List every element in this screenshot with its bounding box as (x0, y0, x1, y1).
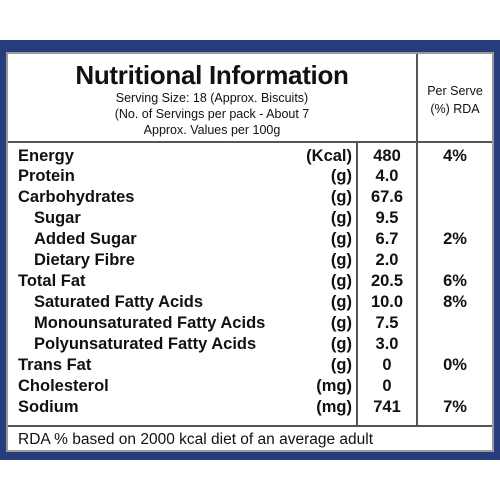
nutrient-value: 0 (382, 377, 392, 395)
nutrient-unit: (g) (330, 314, 352, 332)
nutrient-name: Dietary Fibre (34, 251, 135, 269)
nutrient-name: Trans Fat (18, 356, 92, 374)
rda-header: Per Serve (%) RDA (418, 82, 492, 118)
nutrient-unit: (g) (330, 167, 352, 185)
nutrient-name: Saturated Fatty Acids (34, 293, 204, 311)
nutrient-value: 20.5 (370, 272, 404, 290)
nutrient-rda: 7% (443, 398, 467, 416)
nutrient-row: Protein (g) 4.0 (8, 166, 492, 187)
nutrient-value: 0 (382, 356, 392, 374)
nutrition-panel: Nutritional Information Serving Size: 18… (6, 52, 494, 452)
serving-size: Serving Size: 18 (Approx. Biscuits) (115, 91, 309, 105)
nutrient-unit: (g) (330, 251, 352, 269)
nutrient-unit: (g) (330, 209, 352, 227)
nutrient-unit: (g) (330, 293, 352, 311)
servings-per-pack: (No. of Servings per pack - About 7 (114, 107, 310, 121)
nutrient-value: 9.5 (375, 209, 399, 227)
nutrient-value: 67.6 (370, 188, 404, 206)
nutrient-rda: 6% (443, 272, 467, 290)
nutrient-unit: (mg) (316, 377, 352, 395)
rda-column-divider (416, 143, 418, 425)
nutrient-row: Cholesterol (mg) 0 (8, 376, 492, 397)
nutrient-name: Protein (18, 167, 75, 185)
nutrient-row: Dietary Fibre (g) 2.0 (8, 250, 492, 271)
nutrient-name: Monounsaturated Fatty Acids (34, 314, 266, 332)
nutrient-row: Saturated Fatty Acids (g) 10.0 8% (8, 292, 492, 313)
nutrient-table: Energy (Kcal) 480 4% Protein (g) 4.0 Carbohydra… (8, 143, 492, 425)
rda-footnote: RDA % based on 2000 kcal diet of an aver… (8, 425, 492, 450)
nutrition-title: Nutritional Information (75, 60, 349, 90)
nutrient-row: Carbohydrates (g) 67.6 (8, 187, 492, 208)
nutrient-value: 741 (373, 398, 401, 416)
nutrient-rda: 2% (443, 230, 467, 248)
nutrient-value: 10.0 (370, 293, 404, 311)
nutrient-name: Carbohydrates (18, 188, 135, 206)
nutrient-rda: 8% (443, 293, 467, 311)
nutrient-unit: (g) (330, 335, 352, 353)
value-column-divider (356, 143, 358, 425)
nutrient-unit: (mg) (316, 398, 352, 416)
nutrient-value: 7.5 (375, 314, 399, 332)
nutrient-name: Polyunsaturated Fatty Acids (34, 335, 257, 353)
nutrient-row: Sodium (mg) 741 7% (8, 397, 492, 418)
nutrient-unit: (g) (330, 356, 352, 374)
rda-header-line1: Per Serve (427, 84, 483, 98)
nutrient-rda: 0% (443, 356, 467, 374)
nutrient-name: Sodium (18, 398, 79, 416)
nutrient-row: Energy (Kcal) 480 4% (8, 146, 492, 167)
nutrient-name: Sugar (34, 209, 81, 227)
nutrient-name: Energy (18, 147, 74, 165)
nutrient-value: 3.0 (375, 335, 399, 353)
nutrient-row: Total Fat (g) 20.5 6% (8, 271, 492, 292)
nutrient-row: Monounsaturated Fatty Acids (g) 7.5 (8, 313, 492, 334)
nutrient-unit: (g) (330, 230, 352, 248)
nutrient-rda: 4% (443, 147, 467, 165)
nutrient-value: 6.7 (375, 230, 399, 248)
nutrient-unit: (Kcal) (306, 147, 352, 165)
nutrient-value: 480 (373, 147, 401, 165)
nutrient-unit: (g) (330, 272, 352, 290)
nutrient-row: Trans Fat (g) 0 0% (8, 355, 492, 376)
nutrient-value: 2.0 (375, 251, 399, 269)
approx-values: Approx. Values per 100g (143, 123, 281, 137)
nutrient-row: Added Sugar (g) 6.7 2% (8, 229, 492, 250)
header-main: Nutritional Information Serving Size: 18… (8, 54, 418, 141)
nutrition-header: Nutritional Information Serving Size: 18… (8, 54, 492, 143)
nutrient-name: Added Sugar (34, 230, 137, 248)
rda-header-line2: (%) RDA (430, 102, 480, 116)
nutrient-value: 4.0 (375, 167, 399, 185)
nutrient-row: Polyunsaturated Fatty Acids (g) 3.0 (8, 334, 492, 355)
nutrient-name: Cholesterol (18, 377, 109, 395)
nutrient-unit: (g) (330, 188, 352, 206)
nutrient-name: Total Fat (18, 272, 86, 290)
nutrient-row: Sugar (g) 9.5 (8, 208, 492, 229)
